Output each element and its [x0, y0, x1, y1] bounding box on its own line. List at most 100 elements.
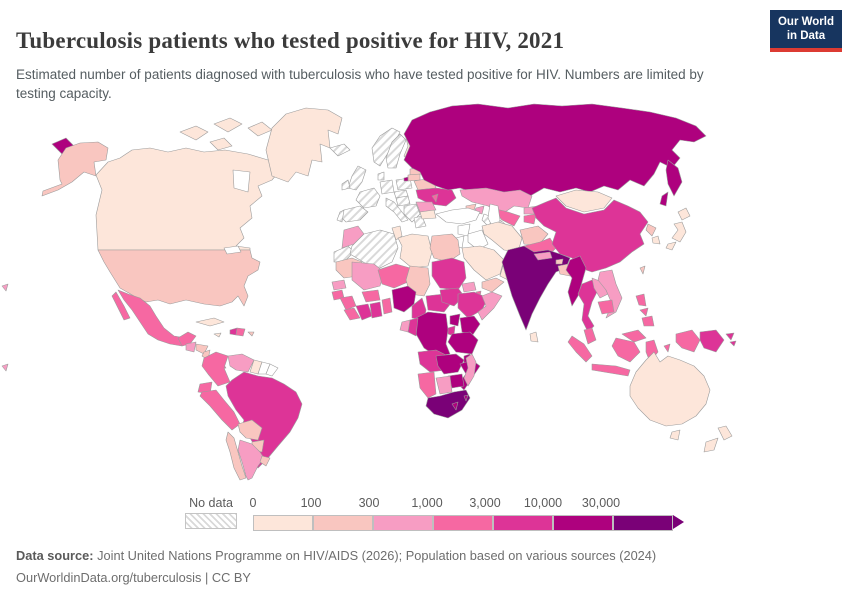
country-canada-arctic-3[interactable] — [247, 121, 273, 137]
country-sudan[interactable] — [431, 257, 467, 291]
country-mexico-baja[interactable] — [111, 291, 131, 321]
country-new-zealand-south[interactable] — [703, 437, 719, 453]
country-south-korea[interactable] — [651, 235, 661, 245]
country-sri-lanka[interactable] — [529, 331, 539, 343]
country-usa[interactable] — [97, 249, 261, 307]
country-puerto-rico[interactable] — [247, 331, 255, 337]
country-turkey[interactable] — [435, 207, 481, 225]
country-tanzania[interactable] — [447, 331, 479, 355]
country-china[interactable] — [531, 197, 649, 273]
country-jamaica[interactable] — [213, 332, 222, 338]
country-botswana[interactable] — [435, 375, 453, 395]
country-togo-benin[interactable] — [381, 297, 393, 315]
country-russia[interactable] — [403, 103, 707, 197]
country-afghanistan[interactable] — [519, 225, 549, 247]
country-kazakhstan[interactable] — [459, 187, 533, 215]
country-indonesia-java[interactable] — [591, 363, 631, 377]
country-pacific-fragment-2[interactable] — [1, 283, 9, 292]
country-ghana[interactable] — [369, 301, 383, 319]
country-colombia[interactable] — [201, 351, 231, 387]
country-algeria[interactable] — [349, 229, 399, 271]
legend-color-segment[interactable] — [493, 515, 553, 531]
country-niger[interactable] — [377, 263, 411, 289]
legend-color-segment[interactable] — [553, 515, 613, 531]
country-philippines-visayas[interactable] — [639, 307, 649, 317]
country-italy[interactable] — [385, 197, 409, 223]
country-uganda[interactable] — [449, 313, 461, 327]
country-cambodia[interactable] — [597, 299, 615, 315]
country-kenya[interactable] — [459, 315, 481, 337]
country-canada[interactable] — [95, 147, 283, 251]
country-portugal[interactable] — [336, 209, 345, 223]
legend-color-segment[interactable] — [613, 515, 673, 531]
legend-no-data-swatch[interactable] — [185, 513, 237, 529]
country-malaysia-peninsula[interactable] — [583, 327, 597, 345]
country-canada-arctic-4[interactable] — [209, 137, 233, 151]
country-malaysia-borneo[interactable] — [621, 329, 647, 343]
legend-color-scale[interactable]: 0 100 300 1,000 3,000 10,000 30,000 — [250, 496, 684, 532]
country-india[interactable] — [501, 245, 571, 331]
country-tajikistan[interactable] — [523, 213, 537, 225]
country-philippines-mindanao[interactable] — [641, 315, 655, 327]
owid-logo[interactable]: Our World in Data — [769, 10, 842, 53]
country-uruguay[interactable] — [259, 455, 271, 467]
country-solomon-islands[interactable] — [729, 340, 737, 347]
legend-color-segment[interactable] — [433, 515, 493, 531]
legend-color-segment[interactable] — [313, 515, 373, 531]
legend-color-segment[interactable] — [373, 515, 433, 531]
country-philippines-luzon[interactable] — [635, 293, 647, 307]
country-burkina-faso[interactable] — [361, 289, 381, 303]
country-mali[interactable] — [351, 261, 385, 291]
country-drc[interactable] — [415, 311, 451, 357]
country-romania[interactable] — [415, 201, 437, 213]
country-argentina[interactable] — [237, 439, 265, 481]
country-chad[interactable] — [405, 265, 431, 297]
country-eritrea[interactable] — [461, 281, 477, 293]
country-nigeria[interactable] — [391, 285, 417, 313]
country-japan-hokkaido[interactable] — [677, 207, 691, 221]
country-canada-arctic-2[interactable] — [213, 117, 243, 133]
legend-color-bar[interactable] — [253, 514, 684, 531]
country-vietnam[interactable] — [597, 269, 623, 319]
country-yemen[interactable] — [481, 277, 505, 293]
country-iceland[interactable] — [329, 143, 351, 157]
country-ireland[interactable] — [341, 179, 351, 191]
country-bhutan[interactable] — [555, 258, 564, 265]
country-madagascar[interactable] — [463, 353, 477, 387]
country-greenland[interactable] — [265, 107, 343, 183]
country-australia[interactable] — [629, 351, 711, 427]
country-western-sahara[interactable] — [333, 245, 355, 263]
country-dominican-republic[interactable] — [235, 327, 246, 337]
country-lesotho[interactable] — [451, 401, 459, 411]
country-lithuania[interactable] — [407, 173, 421, 182]
country-russia-kamchatka[interactable] — [665, 159, 683, 197]
country-moldova[interactable] — [431, 193, 439, 203]
country-mongolia[interactable] — [555, 189, 613, 213]
country-japan-honshu[interactable] — [671, 221, 687, 243]
country-new-zealand-north[interactable] — [717, 425, 733, 441]
country-eswatini[interactable] — [463, 394, 469, 402]
country-russia-sakhalin[interactable] — [659, 191, 669, 207]
country-bolivia[interactable] — [237, 419, 263, 441]
country-japan-kyushu[interactable] — [665, 241, 677, 251]
country-france[interactable] — [355, 187, 381, 209]
country-russia-kaliningrad[interactable] — [403, 176, 409, 182]
country-namibia[interactable] — [417, 371, 437, 399]
legend-color-segment[interactable] — [253, 515, 313, 531]
country-denmark[interactable] — [377, 171, 385, 181]
country-taiwan[interactable] — [639, 265, 646, 275]
country-pacific-fragment-1[interactable] — [1, 363, 9, 372]
owid-link[interactable]: OurWorldinData.org/tuberculosis — [16, 569, 202, 585]
country-egypt[interactable] — [429, 233, 461, 263]
country-australia-tasmania[interactable] — [669, 429, 681, 441]
country-indonesia-papua[interactable] — [675, 329, 701, 353]
country-bulgaria[interactable] — [419, 209, 437, 220]
country-uk[interactable] — [347, 165, 367, 191]
country-germany[interactable] — [379, 179, 395, 195]
country-chile[interactable] — [225, 431, 247, 481]
country-austria-hungary[interactable] — [395, 195, 411, 207]
country-sierra-leone[interactable] — [343, 307, 361, 321]
country-gabon[interactable] — [399, 319, 411, 333]
country-somalia[interactable] — [477, 291, 503, 321]
country-norway[interactable] — [371, 127, 401, 167]
